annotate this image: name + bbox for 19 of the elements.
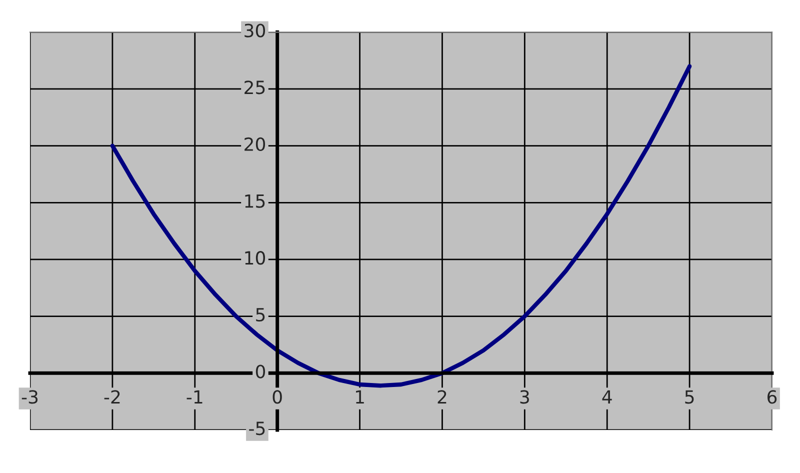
x-tick-label: -2: [104, 390, 120, 404]
y-tick-label: 10: [245, 251, 266, 265]
y-tick-label: 30: [244, 24, 266, 38]
x-tick-label: 3: [520, 390, 529, 404]
y-tick-label: 5: [256, 308, 265, 322]
y-tick-label: -5: [249, 422, 265, 436]
x-tick-label: 4: [602, 390, 612, 404]
x-tick-label: 0: [272, 390, 282, 404]
x-tick-label: -3: [22, 390, 38, 404]
y-tick-label: 25: [244, 80, 265, 94]
line-series: [110, 64, 692, 388]
y-tick-label: 0: [256, 364, 266, 378]
x-tick-label: 6: [768, 390, 777, 404]
y-tick-label: 20: [244, 137, 266, 152]
y-tick-label: 15: [245, 194, 265, 208]
x-tick-label: 2: [438, 390, 446, 404]
x-tick-label: 5: [685, 390, 694, 404]
x-tick-label: -1: [186, 390, 202, 404]
x-tick-label: 1: [356, 390, 364, 404]
